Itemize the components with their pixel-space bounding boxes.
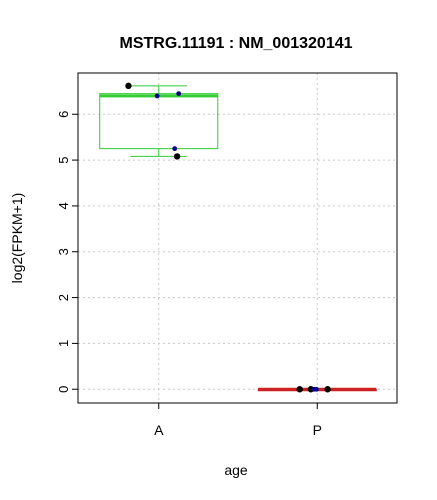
data-point <box>176 91 182 97</box>
x-tick-label: P <box>313 422 322 438</box>
y-tick-label: 3 <box>56 248 71 255</box>
data-point <box>173 153 181 160</box>
chart-title: MSTRG.11191 : NM_001320141 <box>119 35 352 52</box>
x-axis-label: age <box>224 462 248 478</box>
box-A <box>99 82 219 160</box>
y-tick-label: 1 <box>56 340 71 347</box>
data-point <box>154 93 160 99</box>
y-tick-label: 4 <box>56 202 71 209</box>
data-point <box>296 386 303 393</box>
y-tick-label: 6 <box>56 111 71 118</box>
boxes <box>99 82 377 393</box>
box-P <box>257 386 377 393</box>
data-point <box>125 82 132 90</box>
y-tick-label: 5 <box>56 156 71 163</box>
y-axis: 0 1 2 3 4 5 6 <box>56 111 78 393</box>
y-tick-label: 2 <box>56 294 71 301</box>
y-tick-label: 0 <box>56 386 71 393</box>
data-point <box>314 386 319 392</box>
plot-frame <box>77 72 398 404</box>
x-tick-label: A <box>154 422 164 438</box>
data-point <box>324 386 331 393</box>
box-body <box>99 93 219 150</box>
data-point <box>172 146 178 152</box>
y-axis-label: log2(FPKM+1) <box>9 193 25 284</box>
grid-lines <box>78 73 397 403</box>
